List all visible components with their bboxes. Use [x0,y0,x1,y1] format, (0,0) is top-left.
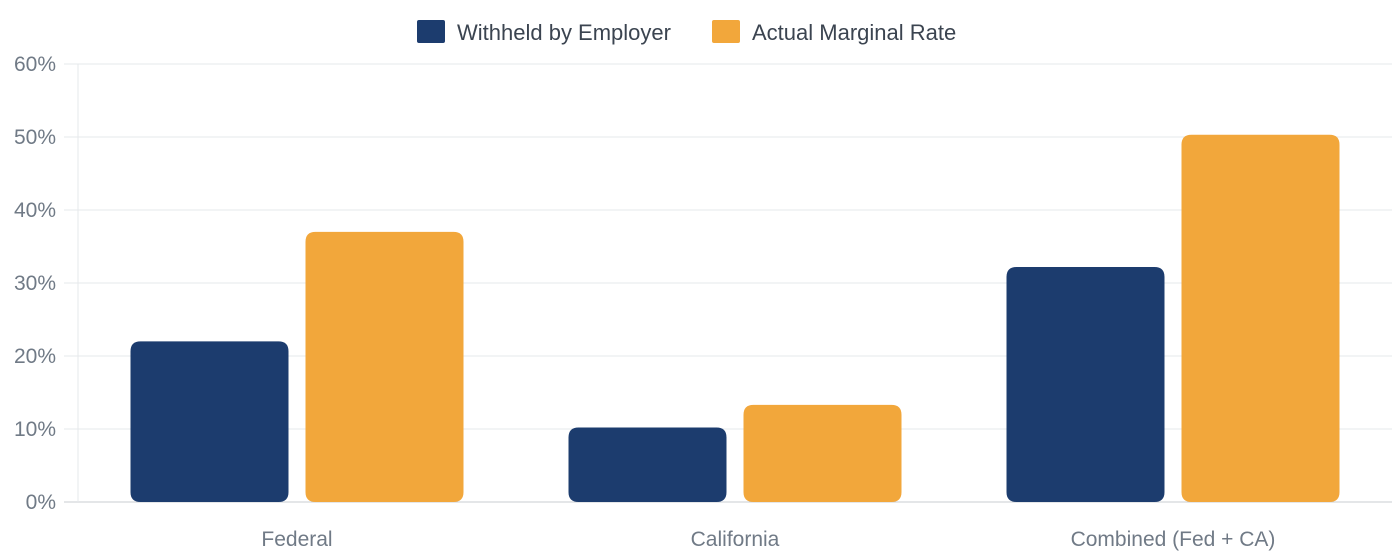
x-category-label: Combined (Fed + CA) [1071,528,1276,551]
legend-swatch-actual [712,20,740,43]
y-tick-label: 30% [14,272,56,295]
x-axis-labels: Federal California Combined (Fed + CA) [261,528,1275,551]
legend-label-actual: Actual Marginal Rate [752,20,956,45]
bar-actual-0 [305,231,464,502]
legend-label-withheld: Withheld by Employer [457,20,671,45]
bar-withheld-0 [130,341,289,502]
legend: Withheld by Employer Actual Marginal Rat… [417,20,956,45]
legend-swatch-withheld [417,20,445,43]
y-tick-label: 0% [26,491,56,514]
y-tick-label: 50% [14,126,56,149]
bar-actual-2 [1181,134,1340,502]
y-tick-label: 40% [14,199,56,222]
y-tick-label: 20% [14,345,56,368]
bar-actual-1 [743,404,902,502]
y-axis-ticks: 0% 10% 20% 30% 40% 50% 60% [14,53,56,514]
x-category-label: California [691,528,780,551]
bars [130,134,1340,502]
y-tick-label: 10% [14,418,56,441]
x-category-label: Federal [261,528,332,551]
bar-withheld-2 [1006,266,1165,502]
y-tick-label: 60% [14,53,56,76]
bar-withheld-1 [568,427,727,502]
